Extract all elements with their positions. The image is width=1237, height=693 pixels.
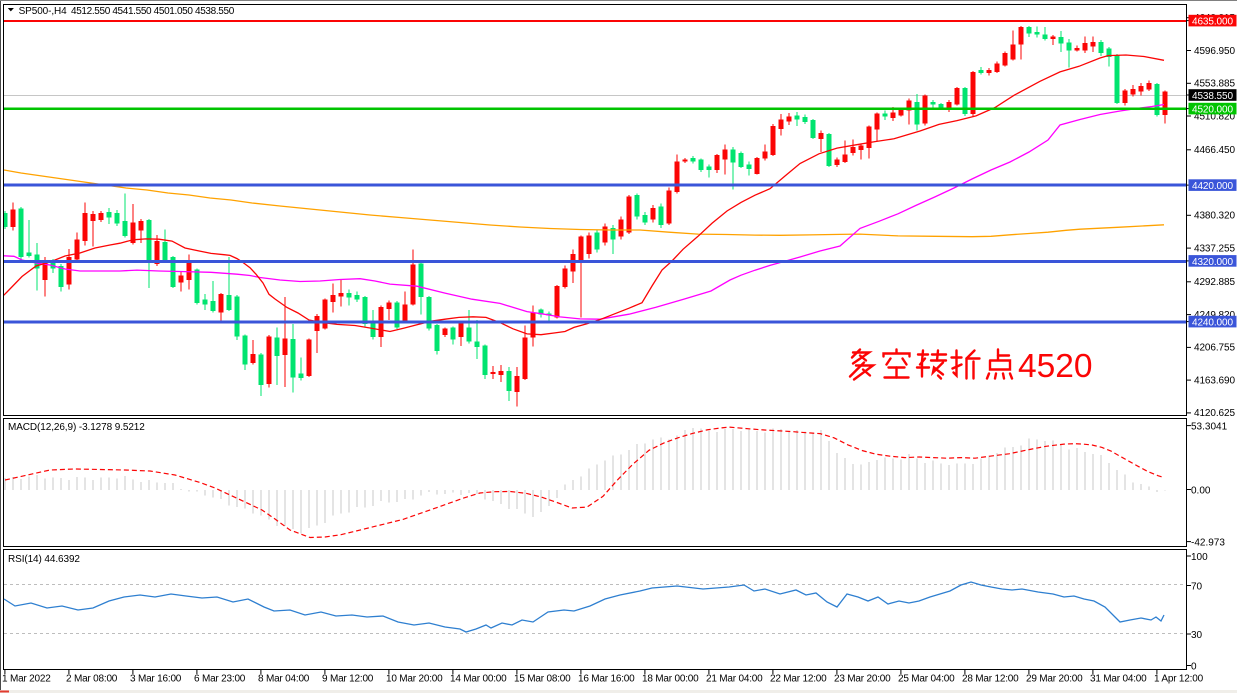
svg-text:4206.755: 4206.755 — [1194, 343, 1235, 354]
svg-text:1 Apr 12:00: 1 Apr 12:00 — [1154, 674, 1204, 685]
svg-text:4380.320: 4380.320 — [1194, 211, 1235, 222]
svg-text:MACD(12,26,9) -3.1278 9.5212: MACD(12,26,9) -3.1278 9.5212 — [8, 422, 145, 433]
svg-text:70: 70 — [1191, 581, 1203, 592]
svg-text:4337.255: 4337.255 — [1194, 243, 1235, 254]
svg-text:25 Mar 04:00: 25 Mar 04:00 — [898, 674, 955, 685]
svg-text:2 Mar 08:00: 2 Mar 08:00 — [66, 674, 118, 685]
svg-text:4553.885: 4553.885 — [1194, 79, 1235, 90]
svg-text:4520.000: 4520.000 — [1192, 105, 1233, 116]
svg-text:6 Mar 23:00: 6 Mar 23:00 — [194, 674, 246, 685]
svg-text:4596.950: 4596.950 — [1194, 46, 1235, 57]
svg-text:23 Mar 20:00: 23 Mar 20:00 — [834, 674, 891, 685]
svg-text:16 Mar 16:00: 16 Mar 16:00 — [578, 674, 635, 685]
svg-text:3 Mar 16:00: 3 Mar 16:00 — [130, 674, 182, 685]
svg-text:22 Mar 12:00: 22 Mar 12:00 — [770, 674, 827, 685]
svg-text:4163.690: 4163.690 — [1194, 375, 1235, 386]
svg-text:4240.000: 4240.000 — [1192, 318, 1233, 329]
svg-text:4512.550 4541.550 4501.050 453: 4512.550 4541.550 4501.050 4538.550 — [71, 6, 235, 17]
svg-text:53.3041: 53.3041 — [1191, 422, 1228, 433]
svg-text:31 Mar 04:00: 31 Mar 04:00 — [1090, 674, 1147, 685]
svg-text:4538.550: 4538.550 — [1192, 91, 1233, 102]
svg-text:8 Mar 04:00: 8 Mar 04:00 — [258, 674, 310, 685]
svg-text:4635.000: 4635.000 — [1192, 17, 1233, 28]
svg-text:29 Mar 20:00: 29 Mar 20:00 — [1026, 674, 1083, 685]
svg-text:21 Mar 04:00: 21 Mar 04:00 — [706, 674, 763, 685]
svg-text:9 Mar 12:00: 9 Mar 12:00 — [322, 674, 374, 685]
svg-text:SP500-,H4: SP500-,H4 — [19, 6, 68, 17]
svg-text:30: 30 — [1191, 630, 1203, 641]
svg-text:RSI(14) 44.6392: RSI(14) 44.6392 — [8, 554, 80, 565]
svg-text:1 Mar 2022: 1 Mar 2022 — [2, 674, 51, 685]
svg-text:-42.973: -42.973 — [1191, 538, 1225, 549]
svg-text:15 Mar 08:00: 15 Mar 08:00 — [514, 674, 571, 685]
svg-text:4510.820: 4510.820 — [1194, 111, 1235, 122]
svg-text:4466.450: 4466.450 — [1194, 145, 1235, 156]
svg-text:18 Mar 00:00: 18 Mar 00:00 — [642, 674, 699, 685]
svg-text:100: 100 — [1191, 552, 1208, 563]
svg-text:4520: 4520 — [1018, 348, 1093, 385]
svg-text:0: 0 — [1191, 661, 1197, 672]
svg-text:4292.885: 4292.885 — [1194, 277, 1235, 288]
svg-text:10 Mar 20:00: 10 Mar 20:00 — [386, 674, 443, 685]
svg-text:0.00: 0.00 — [1191, 486, 1211, 497]
svg-text:4120.625: 4120.625 — [1194, 408, 1235, 419]
svg-text:4420.000: 4420.000 — [1192, 181, 1233, 192]
svg-text:28 Mar 12:00: 28 Mar 12:00 — [962, 674, 1019, 685]
svg-text:4249.820: 4249.820 — [1194, 310, 1235, 321]
svg-text:14 Mar 00:00: 14 Mar 00:00 — [450, 674, 507, 685]
svg-text:4320.000: 4320.000 — [1192, 257, 1233, 268]
